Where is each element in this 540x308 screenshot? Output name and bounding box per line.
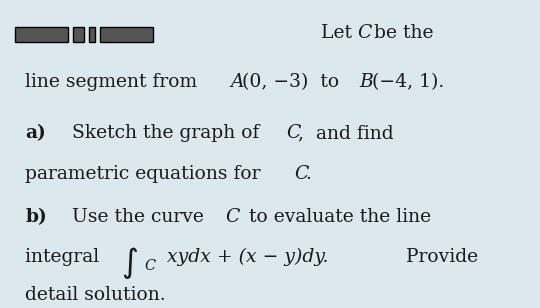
Text: ,  and find: , and find xyxy=(298,124,393,142)
Text: C: C xyxy=(357,24,372,42)
FancyBboxPatch shape xyxy=(15,27,68,42)
FancyBboxPatch shape xyxy=(73,27,84,42)
Text: parametric equations for: parametric equations for xyxy=(25,165,273,183)
Text: Use the curve: Use the curve xyxy=(60,209,216,226)
Text: $\int$: $\int$ xyxy=(121,245,138,281)
Text: C: C xyxy=(294,165,308,183)
Text: C: C xyxy=(225,209,239,226)
Text: C: C xyxy=(286,124,300,142)
Text: C: C xyxy=(144,259,155,273)
Text: (−4, 1).: (−4, 1). xyxy=(372,73,444,91)
Text: to evaluate the line: to evaluate the line xyxy=(237,209,431,226)
Text: Let: Let xyxy=(321,24,357,42)
Text: Sketch the graph of: Sketch the graph of xyxy=(60,124,272,142)
Text: A: A xyxy=(230,73,244,91)
Text: xydx + (x − y)dy.: xydx + (x − y)dy. xyxy=(161,248,328,266)
Text: line segment from: line segment from xyxy=(25,73,210,91)
FancyBboxPatch shape xyxy=(100,27,153,42)
Text: .: . xyxy=(305,165,311,183)
Text: Provide: Provide xyxy=(400,248,478,266)
Text: a): a) xyxy=(25,124,46,142)
Text: be the: be the xyxy=(368,24,434,42)
FancyBboxPatch shape xyxy=(89,27,94,42)
Text: B: B xyxy=(359,73,373,91)
Text: (0, −3)  to: (0, −3) to xyxy=(242,73,352,91)
Text: detail solution.: detail solution. xyxy=(25,286,166,304)
Text: integral: integral xyxy=(25,248,105,266)
Text: b): b) xyxy=(25,209,47,226)
